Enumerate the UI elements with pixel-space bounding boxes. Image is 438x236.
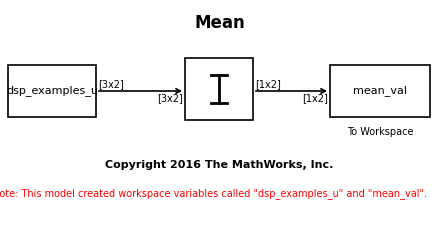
Bar	[329, 65, 429, 117]
Text: [1x2]: [1x2]	[254, 79, 280, 89]
Text: mean_val: mean_val	[352, 85, 406, 97]
Bar	[184, 58, 252, 120]
Text: [3x2]: [3x2]	[98, 79, 124, 89]
Text: Note: This model created workspace variables called "dsp_examples_u" and "mean_v: Note: This model created workspace varia…	[0, 188, 426, 199]
Bar	[8, 65, 96, 117]
Text: [1x2]: [1x2]	[301, 93, 327, 103]
Text: Copyright 2016 The MathWorks, Inc.: Copyright 2016 The MathWorks, Inc.	[105, 160, 333, 170]
Text: Mean: Mean	[194, 14, 244, 32]
Text: [3x2]: [3x2]	[157, 93, 183, 103]
Text: To Workspace: To Workspace	[346, 127, 412, 137]
Text: dsp_examples_u: dsp_examples_u	[6, 85, 98, 97]
